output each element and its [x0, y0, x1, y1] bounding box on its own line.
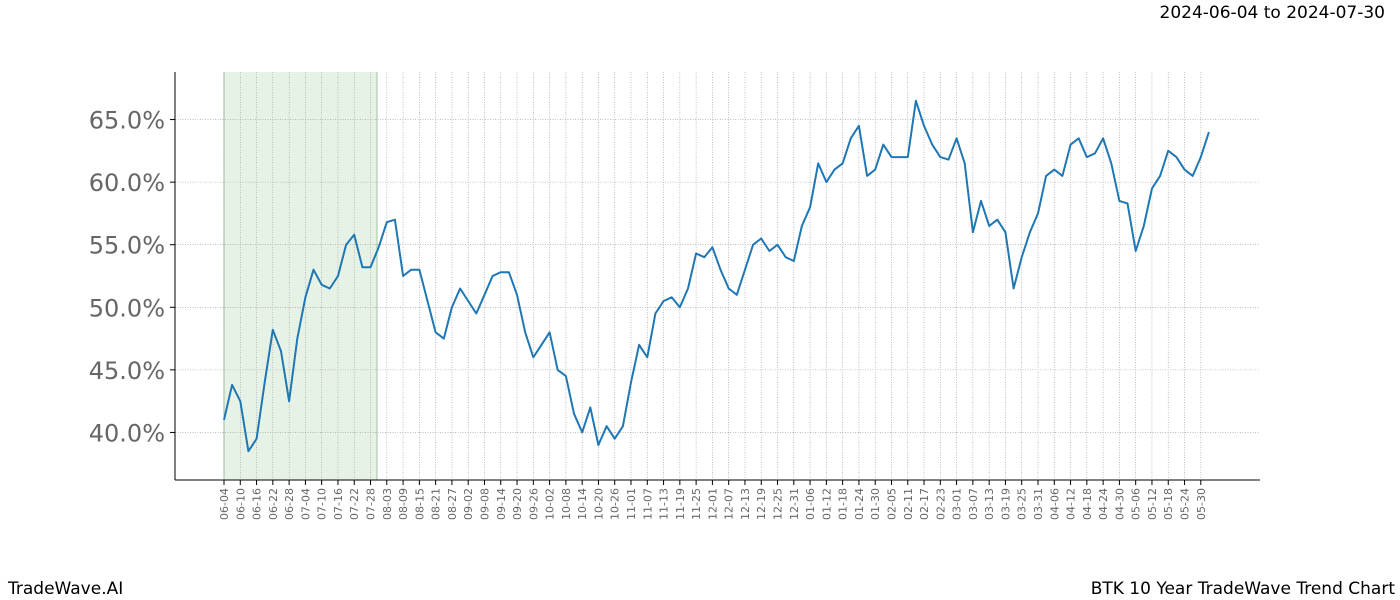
x-tick-label: 07-22 — [348, 488, 361, 520]
x-tick-label: 06-22 — [267, 488, 280, 520]
x-tick-label: 04-30 — [1113, 488, 1126, 520]
x-tick-label: 03-13 — [983, 488, 996, 520]
x-tick-label: 01-18 — [837, 488, 850, 520]
x-tick-label: 06-10 — [234, 488, 247, 520]
x-tick-label: 07-28 — [365, 488, 378, 520]
x-tick-label: 10-26 — [609, 488, 622, 520]
brand: TradeWave.AI — [7, 579, 123, 599]
x-tick-label: 04-12 — [1065, 488, 1078, 520]
x-tick-label: 07-16 — [332, 488, 345, 520]
x-tick-label: 12-01 — [706, 488, 719, 520]
x-tick-label: 05-18 — [1162, 488, 1175, 520]
x-tick-label: 03-25 — [1016, 488, 1029, 520]
x-tick-label: 06-16 — [251, 488, 264, 520]
x-tick-label: 08-09 — [397, 488, 410, 520]
x-tick-label: 04-24 — [1097, 488, 1110, 520]
y-tick-label: 50.0% — [89, 294, 165, 322]
x-tick-label: 01-12 — [820, 488, 833, 520]
x-tick-label: 09-26 — [527, 488, 540, 520]
date-range: 2024-06-04 to 2024-07-30 — [1160, 3, 1385, 23]
x-tick-label: 02-17 — [918, 488, 931, 520]
x-tick-label: 12-31 — [788, 488, 801, 520]
highlight-span — [224, 72, 377, 480]
x-tick-label: 10-08 — [560, 488, 573, 520]
x-tick-label: 07-10 — [316, 488, 329, 520]
x-tick-label: 03-19 — [999, 488, 1012, 520]
x-tick-label: 05-06 — [1130, 488, 1143, 520]
x-tick-label: 04-06 — [1048, 488, 1061, 520]
x-tick-label: 12-25 — [772, 488, 785, 520]
y-tick-label: 40.0% — [89, 419, 165, 447]
x-tick-label: 12-07 — [723, 488, 736, 520]
x-tick-label: 03-07 — [967, 488, 980, 520]
x-tick-label: 11-25 — [690, 488, 703, 520]
x-tick-label: 10-02 — [544, 488, 557, 520]
x-tick-label: 08-03 — [381, 488, 394, 520]
x-tick-label: 01-06 — [804, 488, 817, 520]
x-tick-label: 08-15 — [413, 488, 426, 520]
x-tick-label: 03-01 — [951, 488, 964, 520]
x-tick-label: 05-24 — [1179, 488, 1192, 520]
trend-line — [223, 99, 1210, 453]
x-tick-label: 05-30 — [1195, 488, 1208, 520]
x-tick-label: 10-14 — [576, 488, 589, 520]
x-tick-label: 05-12 — [1146, 488, 1159, 520]
x-tick-label: 07-04 — [299, 488, 312, 520]
x-tick-label: 08-21 — [430, 488, 443, 520]
x-tick-label: 04-18 — [1081, 488, 1094, 520]
x-tick-label: 08-27 — [446, 488, 459, 520]
y-tick-label: 60.0% — [89, 169, 165, 197]
chart-title: BTK 10 Year TradeWave Trend Chart — [1091, 579, 1396, 599]
x-tick-label: 01-24 — [853, 488, 866, 520]
x-tick-label: 12-13 — [739, 488, 752, 520]
x-tick-label: 11-07 — [641, 488, 654, 520]
x-tick-label: 10-20 — [592, 488, 605, 520]
x-tick-label: 06-28 — [283, 488, 296, 520]
x-tick-label: 02-05 — [885, 488, 898, 520]
x-tick-label: 09-02 — [462, 488, 475, 520]
x-tick-label: 11-01 — [625, 488, 638, 520]
x-tick-label: 09-08 — [478, 488, 491, 520]
x-tick-label: 12-19 — [755, 488, 768, 520]
x-tick-label: 01-30 — [869, 488, 882, 520]
x-tick-label: 11-13 — [658, 488, 671, 520]
x-tick-label: 06-04 — [218, 488, 231, 520]
y-tick-label: 45.0% — [89, 357, 165, 385]
x-tick-label: 02-23 — [934, 488, 947, 520]
x-tick-label: 02-11 — [902, 488, 915, 520]
y-tick-label: 55.0% — [89, 232, 165, 260]
y-tick-label: 65.0% — [89, 107, 165, 135]
x-tick-label: 11-19 — [674, 488, 687, 520]
x-tick-label: 09-14 — [495, 488, 508, 520]
x-tick-label: 09-20 — [511, 488, 524, 520]
x-tick-label: 03-31 — [1032, 488, 1045, 520]
